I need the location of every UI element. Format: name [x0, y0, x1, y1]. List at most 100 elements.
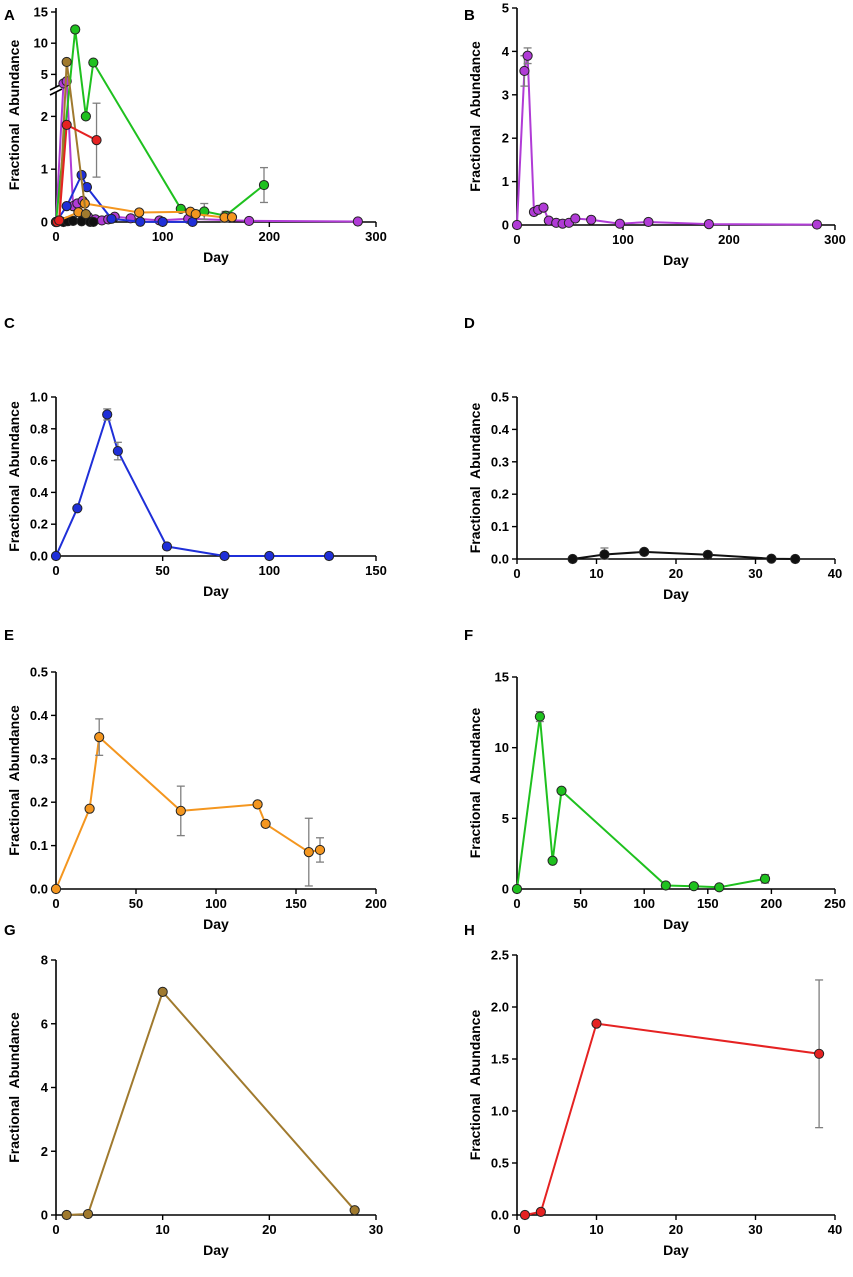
y-tick-label: 5 [502, 1, 509, 16]
data-point-blue [219, 550, 230, 562]
y-tick-label: 1 [502, 174, 509, 189]
data-point-red [519, 1209, 531, 1221]
y-tick-label: 5 [41, 67, 48, 82]
x-tick-label: 30 [369, 1222, 383, 1237]
x-axis-title: Day [663, 252, 689, 268]
panel-g: G 0 10 20 30 0 2 4 6 8 Day Fractional Abundance [4, 922, 383, 1258]
panel-label-d: D [464, 315, 475, 332]
x-tick-label: 250 [824, 896, 846, 911]
panel-a: A 0 100 200 300 0 1 2 5 10 15 Day Fractional Abundan… [4, 5, 387, 266]
series-blue [50, 169, 198, 228]
data-point-blue [50, 550, 62, 562]
data-point-blue [102, 409, 113, 420]
x-tick-label: 10 [589, 566, 603, 581]
data-point-black [766, 553, 777, 564]
y-tick-label: 0.1 [491, 519, 509, 534]
x-axis-title: Day [203, 583, 229, 599]
panel-label-c: C [4, 315, 15, 332]
y-tick-label: 1.0 [30, 390, 48, 405]
y-tick-label: 2 [41, 1144, 48, 1159]
panel-f: F 0 50 100 150 200 250 0 5 10 15 Day Fractional Abun… [464, 627, 846, 932]
x-tick-label: 0 [52, 1222, 59, 1237]
data-point-orange [134, 207, 145, 218]
data-point-green [660, 880, 671, 891]
data-point-green [547, 855, 558, 866]
data-point-blue [157, 216, 168, 227]
x-tick-label: 30 [748, 566, 762, 581]
y-axis-title: Fractional Abundance [6, 40, 22, 191]
data-point-red [61, 119, 72, 130]
y-tick-label: 0.2 [491, 487, 509, 502]
panel-h: H 0 10 20 30 40 0.0 0.5 1.0 1.5 2.0 2.5 Day Fractiona… [464, 922, 842, 1258]
x-tick-label: 300 [365, 229, 387, 244]
data-point-green [556, 785, 567, 796]
y-axis-title: Fractional Abundance [6, 705, 22, 856]
data-point-black [639, 546, 650, 557]
data-point-orange [260, 818, 271, 830]
axis-break-mark [49, 88, 63, 96]
x-tick-label: 0 [52, 896, 59, 911]
panel-label-f: F [464, 627, 473, 644]
panel-d: D 0 10 20 30 40 0.0 0.1 0.2 0.3 0.4 0.5 Day Fractiona… [464, 315, 842, 602]
x-tick-label: 100 [258, 563, 280, 578]
y-tick-label: 0.0 [491, 552, 509, 567]
x-tick-label: 100 [633, 896, 655, 911]
x-tick-label: 50 [573, 896, 587, 911]
data-point-black [67, 215, 79, 226]
y-tick-label: 2 [41, 109, 48, 124]
y-tick-label: 0.5 [491, 390, 509, 405]
x-tick-label: 0 [513, 896, 520, 911]
x-tick-label: 30 [748, 1222, 762, 1237]
x-tick-label: 100 [152, 229, 174, 244]
y-tick-label: 2.5 [491, 948, 509, 963]
y-tick-label: 0.8 [30, 421, 48, 436]
y-tick-label: 0.2 [30, 795, 48, 810]
series-green [511, 710, 771, 895]
y-tick-label: 0 [41, 1208, 48, 1223]
data-point-purple [614, 218, 625, 229]
x-axis-title: Day [203, 1242, 229, 1258]
data-point-red [814, 1048, 825, 1059]
y-tick-label: 0.4 [30, 485, 49, 500]
panel-b: B 0 100 200 300 0 1 2 3 4 5 Day Fractional Abundance [464, 1, 846, 269]
series-blue [50, 408, 335, 562]
series-red [519, 979, 825, 1221]
data-point-purple [519, 65, 530, 77]
x-tick-label: 40 [828, 566, 842, 581]
y-axis-title: Fractional Abundance [467, 708, 483, 859]
x-tick-label: 200 [718, 232, 740, 247]
data-point-orange [252, 799, 263, 810]
y-tick-label: 0.4 [30, 708, 49, 723]
series-orange [50, 718, 326, 895]
x-tick-label: 150 [365, 563, 387, 578]
data-point-black [88, 216, 99, 228]
data-point-orange [94, 732, 105, 743]
data-point-blue [106, 213, 117, 224]
y-tick-label: 4 [41, 1080, 49, 1095]
y-tick-label: 3 [502, 87, 509, 102]
y-tick-label: 1 [41, 162, 48, 177]
data-point-brown [61, 1209, 72, 1221]
x-tick-label: 20 [669, 566, 683, 581]
series-line-blue [55, 413, 330, 557]
y-tick-label: 0.1 [30, 838, 48, 853]
data-point-black [702, 549, 713, 560]
y-tick-label: 1.5 [491, 1052, 509, 1067]
data-point-red [54, 215, 65, 226]
x-tick-label: 50 [129, 896, 143, 911]
panel-label-g: G [4, 922, 16, 939]
x-tick-label: 0 [52, 563, 59, 578]
data-point-green [714, 882, 725, 893]
y-axis-title: Fractional Abundance [6, 401, 22, 552]
y-tick-label: 0.3 [491, 454, 509, 469]
data-point-purple [570, 213, 581, 224]
data-point-purple [511, 219, 523, 231]
data-point-blue [323, 550, 335, 562]
series-line-green [55, 28, 265, 223]
series-line-red [524, 1022, 820, 1216]
panel-label-a: A [4, 7, 15, 24]
x-tick-label: 300 [824, 232, 846, 247]
x-axis-title: Day [663, 916, 689, 932]
panel-label-b: B [464, 7, 475, 24]
